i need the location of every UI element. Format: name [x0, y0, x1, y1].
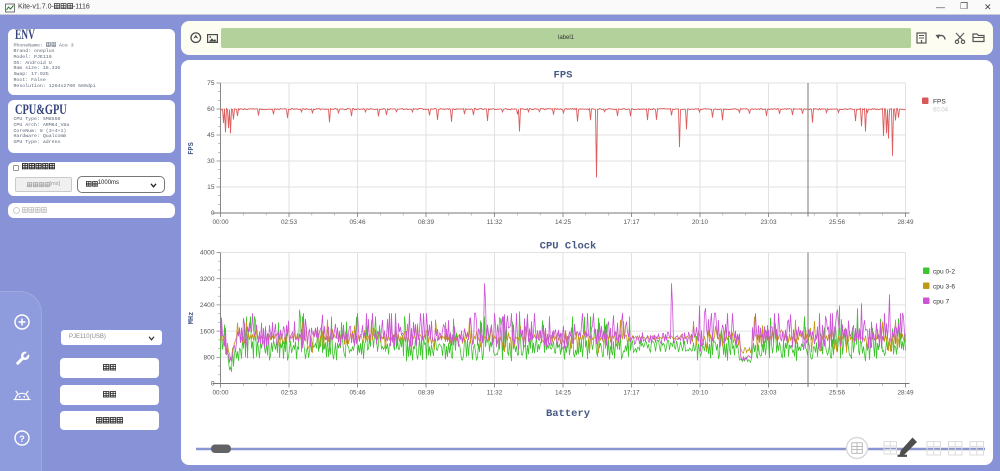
svg-text:15: 15: [207, 184, 215, 191]
svg-text:cpu 3-6: cpu 3-6: [933, 284, 955, 291]
svg-text:00:00: 00:00: [213, 219, 229, 226]
svg-text:MHz: MHz: [188, 312, 196, 325]
svg-text:0: 0: [211, 210, 215, 217]
svg-text:14:25: 14:25: [555, 390, 571, 397]
svg-text:?: ?: [19, 434, 25, 444]
svg-text:60: 60: [207, 106, 215, 113]
svg-text:23:03: 23:03: [761, 390, 777, 397]
svg-text:4000: 4000: [200, 250, 215, 257]
svg-text:FPS: FPS: [933, 99, 946, 106]
svg-text:17:17: 17:17: [624, 390, 640, 397]
svg-text:60.04: 60.04: [933, 108, 949, 114]
svg-text:20:10: 20:10: [692, 390, 708, 397]
svg-text:20:10: 20:10: [692, 219, 708, 226]
svg-text:05:46: 05:46: [350, 219, 366, 226]
svg-text:02:53: 02:53: [281, 219, 297, 226]
svg-text:75: 75: [207, 80, 215, 87]
svg-text:11:32: 11:32: [487, 390, 503, 397]
svg-text:08:39: 08:39: [418, 390, 434, 397]
svg-text:45: 45: [207, 132, 215, 139]
svg-text:3200: 3200: [200, 276, 215, 283]
svg-text:1600: 1600: [200, 328, 215, 335]
svg-text:Battery: Battery: [546, 408, 591, 420]
svg-text:2400: 2400: [200, 302, 215, 309]
svg-text:FPS: FPS: [188, 142, 196, 155]
svg-text:11:32: 11:32: [487, 219, 503, 226]
svg-text:17:17: 17:17: [624, 219, 640, 226]
svg-text:cpu 7: cpu 7: [933, 299, 949, 306]
svg-text:05:46: 05:46: [350, 390, 366, 397]
svg-text:800: 800: [203, 355, 214, 362]
svg-text:FPS: FPS: [554, 70, 573, 82]
svg-text:cpu 0-2: cpu 0-2: [933, 269, 955, 276]
svg-text:23:03: 23:03: [761, 219, 777, 226]
svg-text:28:49: 28:49: [898, 219, 914, 226]
svg-text:00:00: 00:00: [213, 390, 229, 397]
svg-text:02:53: 02:53: [281, 390, 297, 397]
svg-text:CPU Clock: CPU Clock: [540, 241, 597, 253]
svg-text:25:56: 25:56: [829, 390, 845, 397]
svg-text:30: 30: [207, 158, 215, 165]
svg-text:08:39: 08:39: [418, 219, 434, 226]
svg-text:0: 0: [211, 381, 215, 388]
svg-text:25:56: 25:56: [829, 219, 845, 226]
svg-text:14:25: 14:25: [555, 219, 571, 226]
svg-text:28:49: 28:49: [898, 390, 914, 397]
